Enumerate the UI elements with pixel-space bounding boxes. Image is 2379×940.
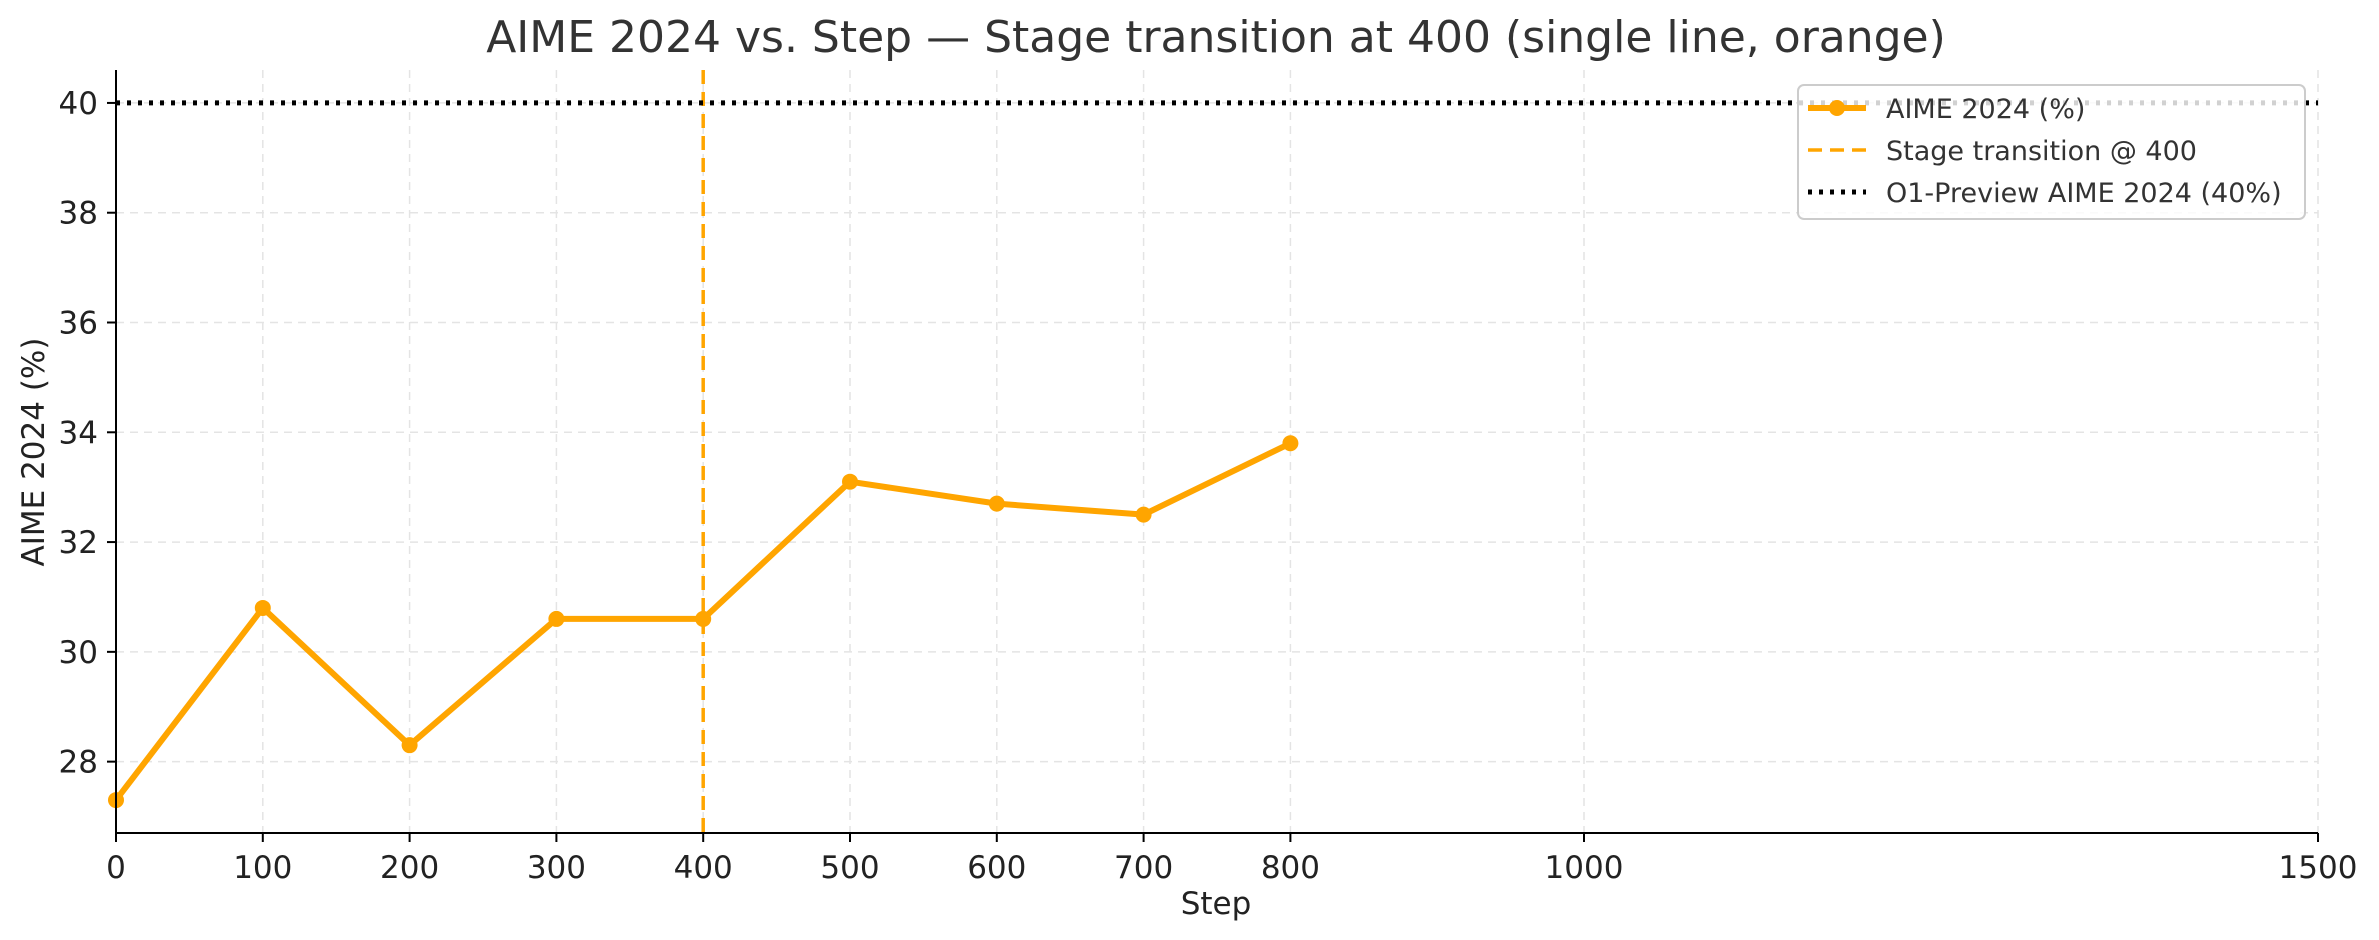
x-tick-label: 700 (1114, 850, 1173, 886)
legend-frame (1797, 84, 2306, 220)
x-tick-label: 0 (106, 850, 126, 886)
y-tick-label: 34 (59, 415, 98, 451)
data-point (1135, 506, 1152, 523)
y-tick-label: 36 (59, 306, 98, 342)
y-tick-label: 28 (59, 745, 98, 781)
x-tick-label: 1000 (1545, 850, 1624, 886)
data-point (842, 473, 858, 490)
chart-title: AIME 2024 vs. Step — Stage transition at… (486, 12, 1946, 63)
legend-label-stage: Stage transition @ 400 (1886, 136, 2197, 167)
y-tick-label: 38 (59, 196, 98, 232)
data-point (988, 495, 1005, 512)
legend-label-aime: AIME 2024 (%) (1886, 94, 2085, 125)
y-tick-label: 40 (59, 86, 98, 122)
x-tick-label: 600 (967, 850, 1026, 886)
x-tick-label: 800 (1261, 850, 1320, 886)
data-point (401, 737, 418, 754)
data-point (695, 610, 712, 627)
x-tick-label: 1500 (2279, 850, 2358, 886)
annotation-layer (116, 70, 2318, 833)
x-tick-label: 300 (527, 850, 586, 886)
x-tick-label: 200 (380, 850, 439, 886)
data-point (548, 610, 565, 627)
legend: AIME 2024 (%) Stage transition @ 400 O1-… (1797, 84, 2306, 220)
x-tick-label: 100 (233, 850, 292, 886)
legend-label-o1: O1-Preview AIME 2024 (40%) (1886, 178, 2282, 209)
data-point (254, 599, 271, 616)
x-tick-label: 500 (820, 850, 879, 886)
x-axis-label: Step (1181, 886, 1252, 922)
axes-layer: 0 100 200 300 400 500 600 700 800 1000 1500 28 30 32 3… (59, 70, 2358, 886)
y-tick-label: 30 (59, 635, 98, 671)
legend-marker-aime (1829, 100, 1845, 116)
data-point (1282, 435, 1299, 452)
x-tick-label: 400 (674, 850, 733, 886)
y-tick-label: 32 (59, 525, 98, 561)
series-layer (108, 435, 1299, 809)
y-axis-label: AIME 2024 (%) (16, 338, 52, 567)
